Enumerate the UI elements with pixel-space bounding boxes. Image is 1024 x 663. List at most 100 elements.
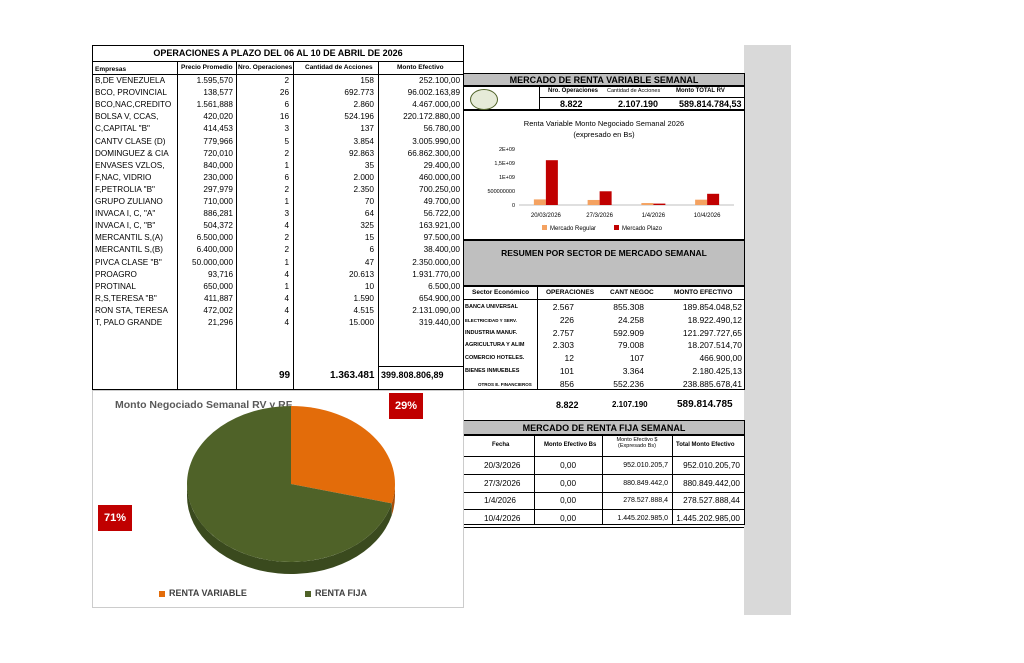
chart-title: Renta Variable Monto Negociado Semanal 2… bbox=[524, 119, 684, 128]
col-divider bbox=[672, 436, 673, 524]
cell-value: 2.350.000,00 bbox=[412, 257, 460, 267]
cell-value: 12 bbox=[564, 353, 574, 364]
bar-regular bbox=[587, 199, 600, 205]
empresa-name: PROAGRO bbox=[95, 269, 137, 279]
rv-title: MERCADO DE RENTA VARIABLE SEMANAL bbox=[463, 73, 745, 86]
cell-value: 0,00 bbox=[560, 478, 576, 488]
cell-value: 552.236 bbox=[613, 378, 644, 389]
table-row: PROTINAL 650,000 1 10 6.500,00 bbox=[93, 281, 463, 293]
cell-value: 886,281 bbox=[203, 209, 233, 219]
col-header-operaciones: Nro. Operaciones bbox=[238, 64, 293, 71]
sector-name: OTROS E. FINANCIEROS bbox=[478, 381, 532, 387]
total-acciones: 1.363.481 bbox=[330, 370, 375, 381]
sector-row: BANCA UNIVERSAL 2.567 855.308 189.854.048,5… bbox=[464, 301, 744, 314]
empresa-name: MERCANTIL S,(B) bbox=[95, 245, 163, 255]
cell-value: 952.010.205,7 bbox=[623, 462, 668, 469]
pie-side-rv bbox=[391, 484, 395, 516]
cell-value: 2.350 bbox=[353, 184, 375, 194]
pie-title: Monto Negociado Semanal RV y RF bbox=[115, 399, 293, 411]
rv-header-operaciones: Nro. Operaciones bbox=[548, 88, 599, 94]
cell-value: 2.757 bbox=[552, 327, 574, 338]
rf-date: 10/4/2026 bbox=[484, 513, 521, 523]
rf-date: 20/3/2026 bbox=[484, 461, 521, 470]
bar-regular bbox=[533, 199, 546, 205]
seal-logo-icon bbox=[470, 89, 498, 110]
cell-value: 1.590 bbox=[353, 293, 375, 303]
cell-value: 856 bbox=[559, 378, 574, 389]
empresa-name: BOLSA V, CCAS, bbox=[95, 112, 159, 122]
cell-value: 880.849.442,00 bbox=[683, 478, 740, 488]
legend-swatch bbox=[614, 225, 619, 230]
rv-total-monto: 589.814.784,53 bbox=[679, 99, 742, 109]
col-divider bbox=[177, 61, 178, 389]
cell-value: 420,020 bbox=[203, 112, 233, 122]
y-tick-label: 2E+09 bbox=[499, 147, 515, 153]
cell-value: 2.131.090,00 bbox=[412, 305, 460, 315]
col-header-acciones: Cantidad de Acciones bbox=[305, 64, 373, 71]
table-row: INVACA I, C, "A" 886,281 3 64 56.722,00 bbox=[93, 208, 463, 220]
cell-value: 325 bbox=[360, 221, 374, 231]
cell-value: 64 bbox=[364, 209, 374, 219]
cell-value: 3.005.990,00 bbox=[412, 136, 460, 146]
cell-value: 700.250,00 bbox=[419, 184, 460, 194]
cell-value: 2.303 bbox=[552, 340, 574, 351]
cell-value: 92.863 bbox=[348, 148, 374, 158]
y-tick-label: 500000000 bbox=[487, 189, 515, 195]
rf-row: 20/3/2026 0,00 952.010.205,7 952.010.205,70 bbox=[464, 457, 744, 475]
cell-value: 96.002.163,89 bbox=[407, 88, 460, 98]
sector-row: COMERCIO HOTELES. 12 107 466.900,00 bbox=[464, 352, 744, 365]
empresa-name: ENVASES VZLOS, bbox=[95, 160, 165, 170]
cell-value: 24.258 bbox=[618, 314, 644, 325]
cell-value: 0,00 bbox=[560, 496, 576, 505]
total-divider bbox=[378, 366, 463, 367]
y-tick-label: 1,5E+09 bbox=[494, 161, 515, 167]
y-tick-label: 1E+09 bbox=[499, 175, 515, 181]
ops-header: OPERACIONES bbox=[546, 289, 595, 296]
resumen-title: RESUMEN POR SECTOR DE MERCADO SEMANAL bbox=[463, 240, 745, 286]
rf-date: 27/3/2026 bbox=[484, 478, 521, 488]
pie-svg bbox=[186, 406, 395, 574]
cell-value: 16 bbox=[279, 112, 289, 122]
table-row: MERCANTIL S,(B) 6.400,000 2 6 38.400,00 bbox=[93, 244, 463, 256]
rv-header-acciones: Cantidad de Acciones bbox=[607, 88, 661, 94]
resumen-total-monto: 589.814.785 bbox=[677, 399, 733, 410]
cell-value: 2.860 bbox=[353, 100, 375, 110]
cell-value: 1 bbox=[284, 160, 289, 170]
cell-value: 5 bbox=[284, 136, 289, 146]
pie-side-rf bbox=[187, 484, 392, 574]
cell-value: 121.297.727,65 bbox=[682, 327, 742, 338]
row-divider bbox=[464, 509, 744, 510]
cell-value: 278.527.888,44 bbox=[683, 496, 740, 505]
rf-header-usd: Monto Efectivo $ (Expresado Bs) bbox=[616, 437, 658, 449]
total-operaciones: 99 bbox=[279, 370, 291, 381]
cell-value: 3.854 bbox=[353, 136, 375, 146]
table-row: PIVCA CLASE "B" 50.000,000 1 47 2.350.000,00 bbox=[93, 257, 463, 269]
empresa-name: F,PETROLIA "B" bbox=[95, 184, 155, 194]
cell-value: 4 bbox=[284, 221, 289, 231]
sector-header: Sector Económico bbox=[472, 289, 530, 296]
bar-plazo bbox=[545, 160, 558, 205]
cell-value: 47 bbox=[364, 257, 374, 267]
x-tick-label: 27/3/2026 bbox=[586, 213, 613, 219]
legend-rf-swatch bbox=[305, 591, 311, 597]
cell-value: 2 bbox=[284, 233, 289, 243]
empresa-name: T, PALO GRANDE bbox=[95, 318, 163, 327]
empresa-name: PROTINAL bbox=[95, 281, 136, 291]
cell-value: 2 bbox=[284, 184, 289, 194]
cell-value: 238.885.678,41 bbox=[682, 378, 742, 389]
cell-value: 101 bbox=[559, 366, 574, 376]
table-row: INVACA I, C, "B" 504,372 4 325 163.921,00 bbox=[93, 220, 463, 232]
empresa-name: INVACA I, C, "B" bbox=[95, 221, 156, 231]
col-divider bbox=[602, 436, 603, 524]
pie-chart: Monto Negociado Semanal RV y RF 29% 71% … bbox=[92, 390, 464, 608]
cell-value: 226 bbox=[559, 314, 574, 325]
sector-name: COMERCIO HOTELES. bbox=[465, 355, 525, 362]
empresa-name: INVACA I, C, "A" bbox=[95, 209, 156, 219]
cell-value: 1.445.202.985,0 bbox=[617, 514, 668, 522]
table-row: MERCANTIL S,(A) 6.500,000 2 15 97.500,00 bbox=[93, 232, 463, 244]
table-row: R,S,TERESA "B" 411,887 4 1.590 654.900,00 bbox=[93, 293, 463, 305]
pie-slice-rv bbox=[291, 406, 395, 504]
table-row: GRUPO ZULIANO 710,000 1 70 49.700,00 bbox=[93, 196, 463, 208]
resumen-total-operaciones: 8.822 bbox=[556, 400, 579, 410]
rv-bar-chart: Renta Variable Monto Negociado Semanal 2… bbox=[463, 110, 745, 240]
